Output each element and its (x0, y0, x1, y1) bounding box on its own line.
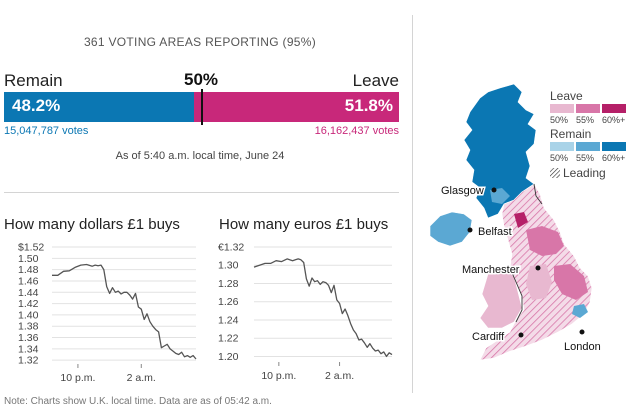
y-tick-label: 1.44 (18, 287, 39, 299)
y-tick-label: 1.34 (18, 343, 39, 355)
remain-bar-segment (4, 92, 194, 122)
midlands-leave-region (526, 264, 552, 300)
series-line (52, 263, 197, 360)
legend-leading-label: Leading (563, 166, 606, 180)
wales-border-line (509, 267, 523, 323)
section-divider (4, 192, 399, 193)
x-tick-label: 2 a.m. (325, 370, 354, 382)
belfast-marker (467, 227, 473, 233)
leave-percentage: 51.8% (344, 96, 393, 115)
legend-remain-tick-55: 55% (576, 153, 594, 163)
legend-leave-swatch-50 (550, 104, 574, 113)
vote-share-bar: 48.2% 51.8% (4, 89, 399, 125)
midpoint-label: 50% (184, 70, 219, 89)
usd-line-chart: $1.521.501.481.461.441.421.401.381.361.3… (18, 242, 197, 384)
y-tick-label: 1.30 (218, 260, 239, 272)
east-leave-region (554, 264, 588, 300)
belfast-label: Belfast (478, 226, 512, 238)
yorkshire-leave-region (526, 226, 564, 256)
y-tick-label: 1.50 (18, 253, 39, 265)
series-line (253, 258, 393, 358)
y-tick-label: 1.36 (18, 332, 39, 344)
remain-label: Remain (4, 71, 63, 90)
legend-remain-tick-50: 50% (550, 153, 568, 163)
reporting-status: 361 VOTING AREAS REPORTING (95%) (83, 35, 317, 49)
x-tick-label: 10 p.m. (60, 372, 95, 384)
legend-leave-tick-60: 60%+ (602, 115, 625, 125)
eur-chart-title: How many euros £1 buys (219, 216, 389, 233)
column-divider (412, 15, 413, 393)
y-tick-label: 1.20 (218, 351, 239, 363)
london-marker (578, 328, 586, 336)
y-tick-label: $1.52 (18, 242, 44, 254)
eur-line-chart: €1.32 1.30 1.28 1.26 1.24 1.22 1.20 10 p.m. 2 a.… (218, 242, 393, 382)
leave-vote-count: 16,162,437 votes (314, 125, 399, 137)
y-tick-label: 1.38 (18, 321, 39, 333)
glasgow-marker (491, 187, 497, 193)
leave-bar-segment (194, 92, 399, 122)
northern-ireland-region (429, 211, 473, 247)
y-tick-label: 1.32 (18, 355, 39, 367)
manchester-marker (535, 265, 541, 271)
legend-leave-label: Leave (550, 89, 583, 103)
as-of-timestamp: As of 5:40 a.m. local time, June 24 (115, 150, 285, 162)
legend-leave-tick-50: 50% (550, 115, 568, 125)
remain-vote-count: 15,047,787 votes (4, 125, 89, 137)
london-label: London (564, 341, 601, 353)
y-tick-label: 1.22 (218, 333, 239, 345)
legend-leading-swatch (550, 168, 560, 178)
x-tick-label: 2 a.m. (127, 372, 156, 384)
lakes-leave-region (514, 212, 528, 228)
legend-remain-swatch-60 (602, 142, 626, 151)
uk-results-map: Leave 50% 55% 60%+ Remain 50% 55% 60%+ L… (429, 83, 626, 361)
y-tick-label: 1.40 (18, 309, 39, 321)
y-tick-label: 1.28 (218, 278, 239, 290)
leave-label: Leave (352, 71, 399, 90)
wales-region (479, 267, 523, 329)
legend-leave-swatch-60 (602, 104, 626, 113)
y-tick-label: 1.42 (18, 298, 39, 310)
legend-remain-label: Remain (550, 127, 591, 141)
legend-remain-swatch-50 (550, 142, 574, 151)
y-tick-label: 1.46 (18, 275, 39, 287)
usd-chart-title: How many dollars £1 buys (4, 216, 180, 233)
legend-leave-tick-55: 55% (576, 115, 594, 125)
cardiff-label: Cardiff (472, 331, 505, 343)
y-tick-label: 1.26 (218, 296, 239, 308)
y-tick-label: 1.24 (218, 314, 239, 326)
footnote: Note: Charts show U.K. local time. Data … (4, 396, 272, 407)
london-remain-region (572, 304, 588, 318)
x-tick-label: 10 p.m. (261, 370, 296, 382)
midpoint-marker (201, 89, 203, 125)
border-line (533, 183, 543, 205)
legend-leave-swatch-55 (576, 104, 600, 113)
y-tick-label: €1.32 (218, 242, 244, 254)
y-tick-label: 1.48 (18, 264, 39, 276)
manchester-label: Manchester (462, 264, 520, 276)
cardiff-marker (518, 332, 524, 338)
glasgow-label: Glasgow (441, 185, 484, 197)
legend-remain-swatch-55 (576, 142, 600, 151)
legend-remain-tick-60: 60%+ (602, 153, 625, 163)
remain-percentage: 48.2% (12, 96, 61, 115)
